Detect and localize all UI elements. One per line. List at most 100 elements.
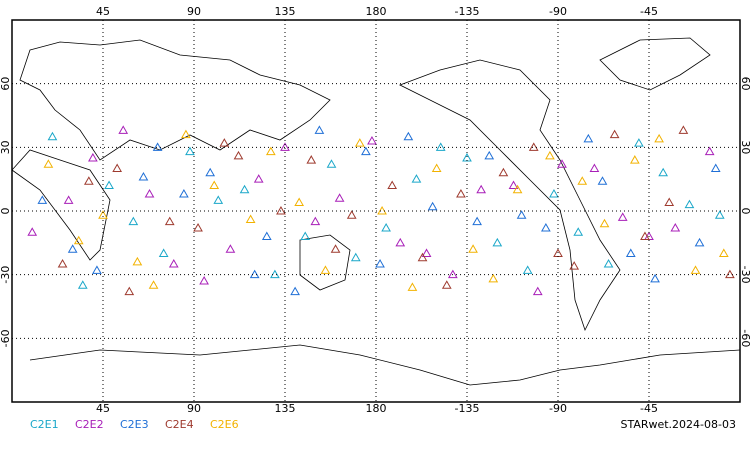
triangle-marker (168, 259, 179, 268)
triangle-marker (330, 244, 341, 253)
y-tick-label-right: 60 (739, 77, 750, 91)
triangle-marker (239, 184, 250, 194)
y-tick-label-right: 30 (739, 140, 750, 154)
triangle-marker (67, 244, 78, 253)
triangle-marker (276, 205, 286, 215)
triangle-marker (725, 269, 735, 279)
x-tick-label-bottom: -90 (549, 402, 567, 415)
triangle-marker (589, 163, 600, 173)
triangle-marker (407, 282, 418, 291)
triangle-marker (83, 176, 94, 185)
triangle-marker (654, 133, 664, 143)
triangle-marker (43, 159, 54, 168)
y-tick-label-right: -60 (739, 329, 750, 347)
triangle-marker (532, 286, 543, 296)
triangle-marker (300, 231, 311, 240)
triangle-marker (47, 131, 58, 141)
triangle-marker (549, 189, 559, 198)
triangle-marker (27, 227, 38, 236)
y-tick-label-left: 60 (0, 77, 12, 91)
triangle-marker (132, 256, 143, 266)
triangle-marker (179, 189, 189, 198)
triangle-marker (181, 129, 191, 139)
triangle-marker (512, 184, 523, 194)
triangle-marker (484, 150, 495, 160)
data-layer (27, 125, 735, 296)
triangle-marker (625, 248, 636, 257)
triangle-marker (152, 142, 163, 151)
x-tick-label-bottom: 45 (96, 402, 110, 415)
x-tick-label-bottom: -45 (640, 402, 658, 415)
footer-label: STARwet.2024-08-03 (620, 418, 736, 431)
triangle-marker (583, 133, 594, 143)
triangle-marker (148, 280, 159, 289)
triangle-marker (367, 135, 377, 145)
triangle-marker (193, 222, 203, 232)
triangle-marker (375, 259, 385, 268)
triangle-marker (77, 280, 88, 289)
triangle-marker (314, 125, 325, 134)
legend-entry: C2E3 (120, 418, 149, 431)
triangle-marker (599, 218, 610, 228)
triangle-marker (447, 269, 458, 279)
triangle-marker (98, 210, 108, 219)
triangle-marker (104, 180, 114, 190)
triangle-marker (456, 189, 466, 198)
triangle-marker (233, 150, 244, 160)
triangle-marker (310, 216, 321, 226)
triangle-marker (73, 235, 84, 245)
triangle-marker (381, 222, 391, 232)
triangle-marker (387, 180, 398, 190)
triangle-marker (164, 216, 175, 226)
x-tick-label-bottom: 90 (187, 402, 201, 415)
triangle-marker (528, 142, 539, 151)
x-tick-label-bottom: 180 (366, 402, 387, 415)
x-tick-label-top: 135 (275, 5, 296, 18)
triangle-marker (468, 244, 478, 253)
triangle-marker (92, 265, 102, 274)
triangle-marker (684, 199, 695, 209)
triangle-marker (245, 214, 256, 223)
triangle-marker (417, 252, 428, 262)
triangle-marker (573, 227, 584, 236)
triangle-marker (219, 138, 230, 147)
triangle-marker (577, 176, 588, 185)
x-tick-label-top: -90 (549, 5, 567, 18)
triangle-marker (704, 146, 715, 156)
triangle-marker (411, 174, 422, 183)
triangle-marker (253, 174, 264, 183)
triangle-marker (361, 146, 371, 156)
triangle-marker (144, 189, 155, 198)
y-tick-label-right: -30 (739, 266, 750, 284)
triangle-marker (261, 231, 272, 240)
triangle-marker (209, 180, 220, 190)
x-tick-label-bottom: 135 (275, 402, 296, 415)
triangle-marker (472, 216, 482, 226)
x-tick-label-bottom: -135 (455, 402, 480, 415)
triangle-marker (690, 265, 701, 274)
triangle-marker (650, 273, 660, 283)
triangle-marker (488, 273, 499, 283)
triangle-marker (541, 222, 551, 232)
triangle-marker (334, 193, 345, 202)
triangle-marker (350, 252, 361, 262)
triangle-marker (710, 163, 721, 173)
y-tick-label-left: -60 (0, 329, 12, 347)
triangle-marker (718, 248, 729, 257)
triangle-marker (427, 201, 438, 211)
triangle-marker (265, 146, 276, 156)
triangle-marker (431, 163, 442, 173)
triangle-marker (597, 176, 608, 185)
x-tick-label-top: 180 (366, 5, 387, 18)
triangle-marker (664, 197, 675, 207)
triangle-marker (694, 237, 705, 247)
y-tick-label-left: 0 (0, 208, 12, 215)
triangle-marker (124, 286, 135, 296)
triangle-marker (63, 195, 74, 204)
triangle-marker (640, 231, 650, 240)
triangle-marker (199, 276, 209, 285)
triangle-marker (603, 259, 614, 268)
triangle-marker (128, 216, 139, 226)
triangle-marker (326, 159, 337, 168)
x-tick-label-top: 90 (187, 5, 201, 18)
